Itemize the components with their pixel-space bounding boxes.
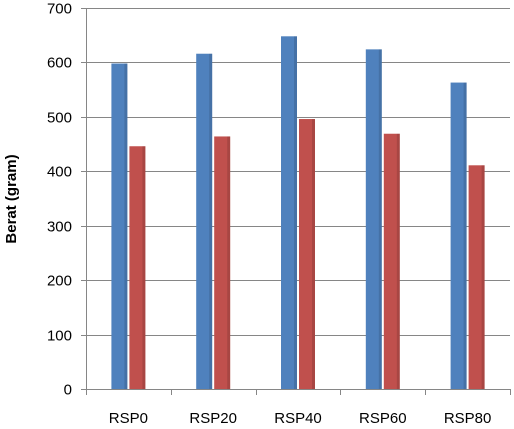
y-tick-label: 100 (47, 328, 72, 345)
bar-shade (397, 134, 400, 389)
x-tick-label: RSP0 (109, 410, 148, 427)
bars (111, 36, 484, 389)
bar-shade (124, 64, 127, 389)
y-tick-label: 0 (64, 382, 72, 399)
y-axis-title: Berat (gram) (3, 154, 20, 243)
x-tick-label: RSP80 (444, 410, 492, 427)
y-tick-label: 300 (47, 219, 72, 236)
bar-shade (227, 136, 230, 389)
bar-shade (482, 165, 485, 389)
y-tick-label: 600 (47, 55, 72, 72)
gridlines (86, 9, 510, 336)
x-tick-label: RSP60 (359, 410, 407, 427)
y-tick-label: 400 (47, 164, 72, 181)
y-tick-label: 200 (47, 273, 72, 290)
bar-shade (464, 83, 467, 389)
y-tick-labels: 0 100 200 300 400 500 600 700 (47, 1, 72, 399)
bar-shade (142, 146, 145, 389)
bar-shade (209, 54, 212, 389)
bar-shade (294, 36, 297, 389)
y-tick-label: 700 (47, 1, 72, 18)
bar-shade (312, 119, 315, 389)
bar-shade (379, 49, 382, 389)
y-tick-label: 500 (47, 110, 72, 127)
x-tick-labels: RSP0 RSP20 RSP40 RSP60 RSP80 (109, 410, 492, 427)
x-tick-label: RSP40 (274, 410, 322, 427)
x-tick-label: RSP20 (189, 410, 237, 427)
